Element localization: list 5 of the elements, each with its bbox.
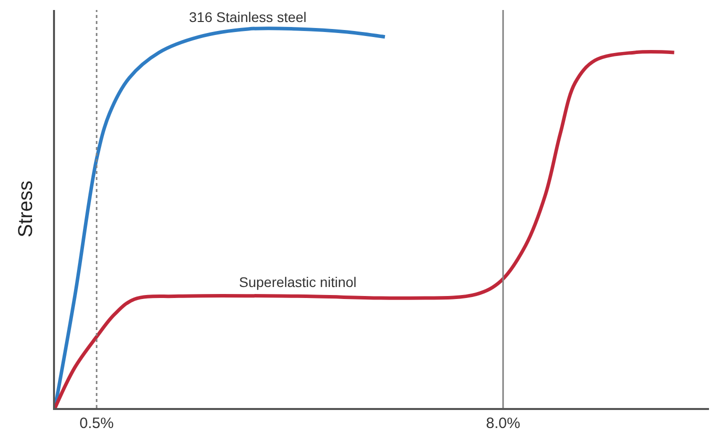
- series-label: 316 Stainless steel: [189, 9, 307, 25]
- x-tick-label: 0.5%: [80, 415, 114, 432]
- x-tick-label: 8.0%: [486, 415, 520, 432]
- series-label: Superelastic nitinol: [239, 274, 357, 290]
- y-axis-title: Stress: [15, 180, 37, 238]
